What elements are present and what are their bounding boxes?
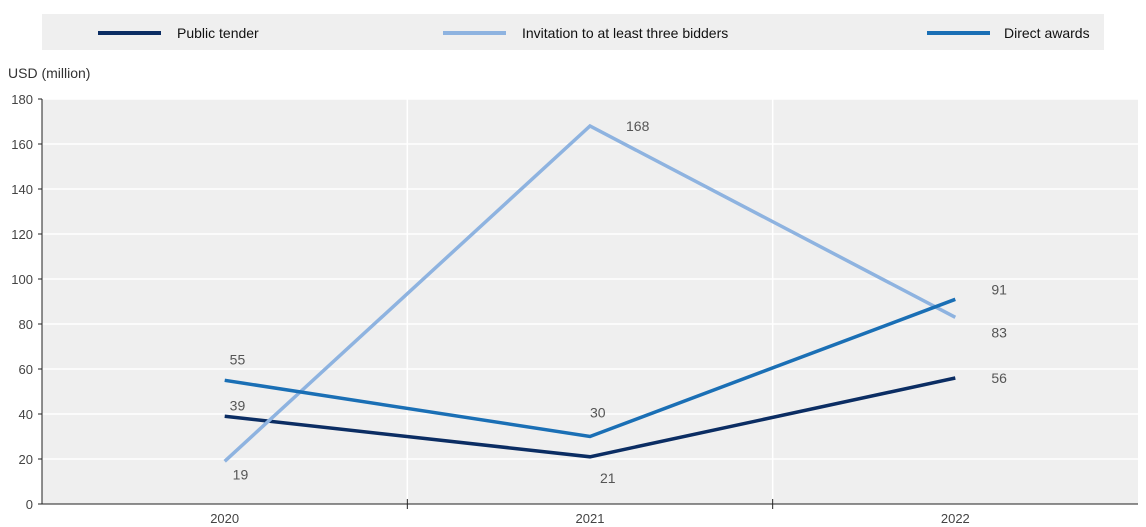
series-line-2 [223,123,957,463]
data-label: 55 [230,351,246,367]
series-line-1 [224,376,956,459]
y-tick-label: 80 [19,317,33,332]
legend-label-2: Invitation to at least three bidders [522,25,728,41]
plot-background [42,99,1138,504]
y-tick-label: 20 [19,452,33,467]
data-label: 168 [626,118,650,134]
y-tick-label: 40 [19,407,33,422]
y-tick-label: 0 [26,497,33,512]
data-label: 39 [230,397,246,413]
y-tick-label: 60 [19,362,33,377]
y-tick-label: 140 [11,182,33,197]
legend-label-3: Direct awards [1004,25,1090,41]
plot-area: 0 20 40 60 80 100 120 140 160 180 2020 2021 2022 39 21… [11,92,1138,526]
data-label: 21 [600,470,616,486]
y-tick-label: 100 [11,272,33,287]
series-line-3 [224,297,956,439]
data-label: 56 [991,370,1007,386]
data-label: 83 [991,324,1007,340]
y-axis-unit-label: USD (million) [8,65,90,81]
legend: Public tender Invitation to at least thre… [42,14,1104,50]
y-tick-label: 160 [11,137,33,152]
x-tick-label: 2022 [941,511,970,526]
y-tick-label: 120 [11,227,33,242]
data-label: 91 [991,281,1007,297]
legend-label-1: Public tender [177,25,259,41]
x-tick-label: 2021 [576,511,605,526]
data-label: 19 [233,466,249,482]
data-label: 30 [590,405,606,421]
x-tick-label: 2020 [210,511,239,526]
y-tick-label: 180 [11,92,33,107]
